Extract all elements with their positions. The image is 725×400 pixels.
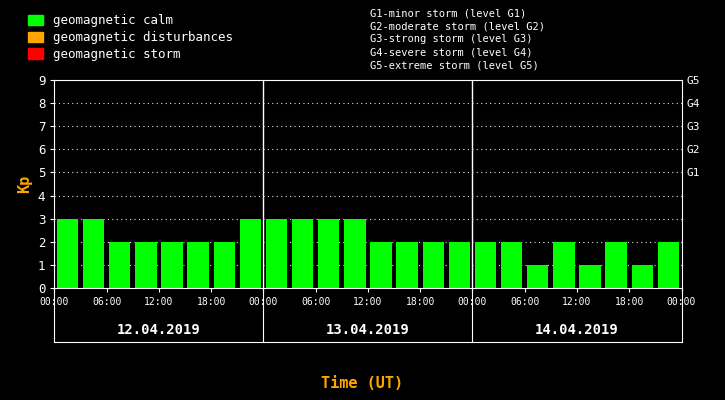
Bar [213,242,235,288]
Bar [240,219,261,288]
Bar [397,242,418,288]
Legend: geomagnetic calm, geomagnetic disturbances, geomagnetic storm: geomagnetic calm, geomagnetic disturbanc… [28,14,233,61]
Bar [449,242,470,288]
Bar [344,219,365,288]
Bar [579,265,601,288]
Bar [475,242,496,288]
Y-axis label: Kp: Kp [17,175,33,193]
Bar [370,242,392,288]
Bar [187,242,209,288]
Text: G1-minor storm (level G1)
G2-moderate storm (level G2)
G3-strong storm (level G3: G1-minor storm (level G1) G2-moderate st… [370,8,544,71]
Bar [553,242,575,288]
Bar [161,242,183,288]
Bar [292,219,313,288]
Text: Time (UT): Time (UT) [321,376,404,392]
Bar [109,242,130,288]
Bar [631,265,653,288]
Bar [57,219,78,288]
Bar [266,219,287,288]
Bar [605,242,627,288]
Bar [83,219,104,288]
Text: 13.04.2019: 13.04.2019 [326,323,410,337]
Text: 14.04.2019: 14.04.2019 [535,323,619,337]
Bar [423,242,444,288]
Text: 12.04.2019: 12.04.2019 [117,323,201,337]
Bar [658,242,679,288]
Bar [318,219,339,288]
Bar [527,265,549,288]
Bar [501,242,523,288]
Bar [135,242,157,288]
